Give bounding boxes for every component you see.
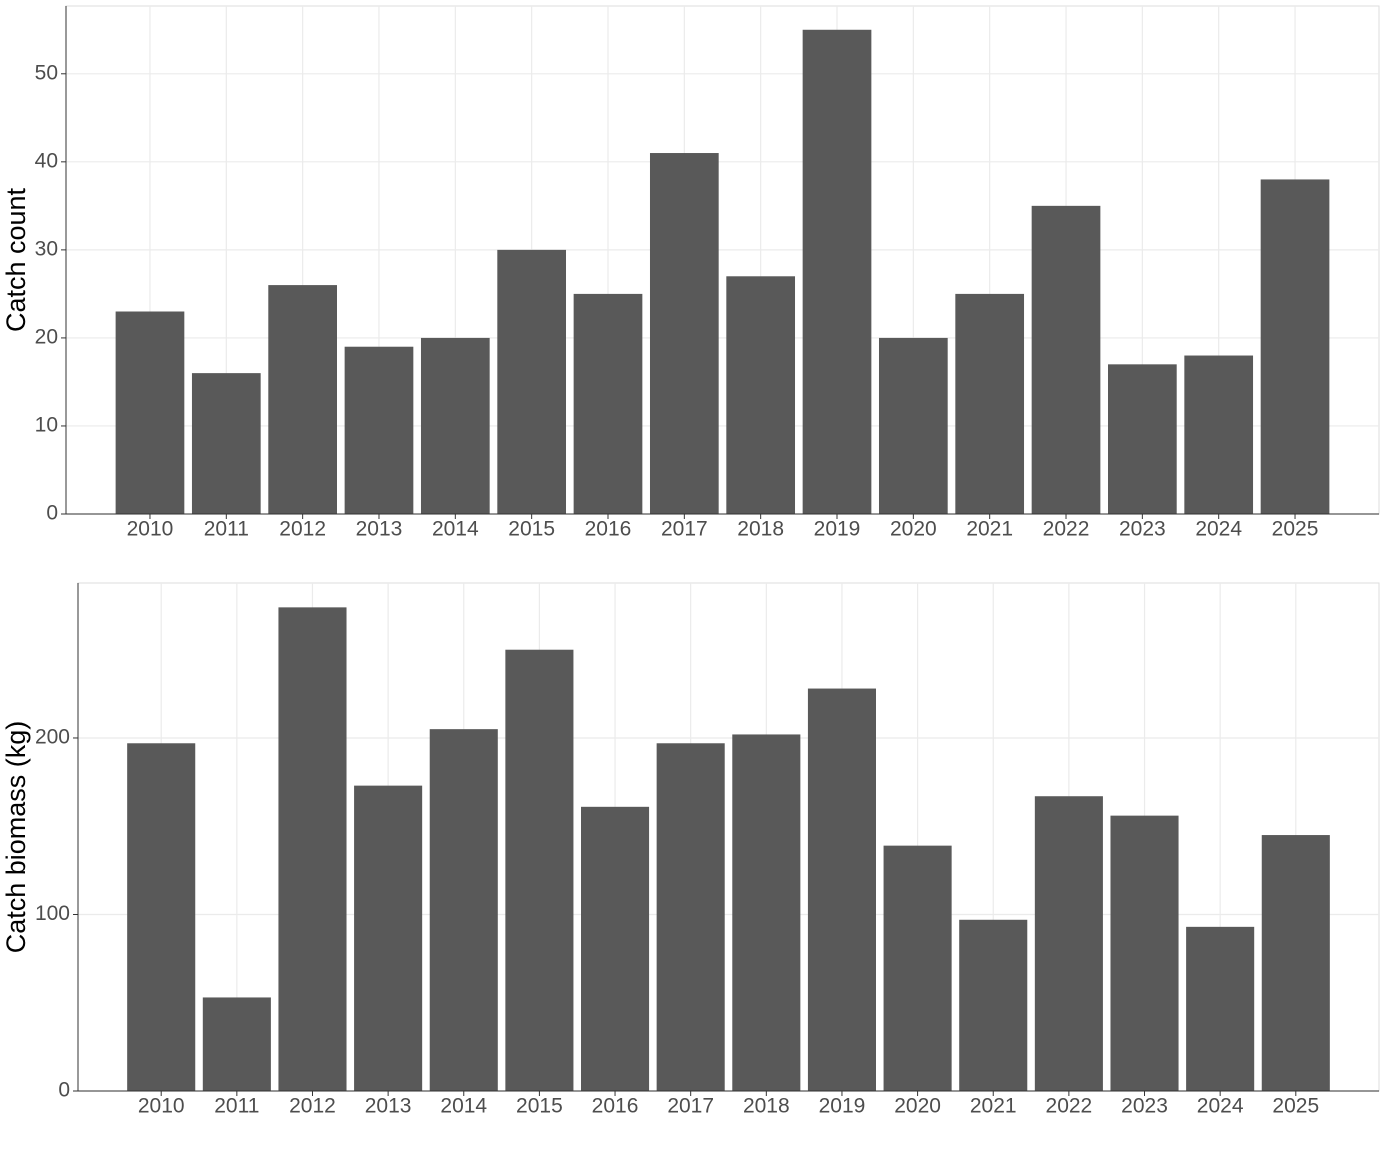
bar — [883, 845, 952, 1091]
bar — [344, 346, 414, 514]
x-tick-label: 2015 — [516, 1095, 563, 1118]
x-tick-label: 2019 — [819, 1095, 866, 1118]
x-tick-label: 2014 — [432, 518, 479, 541]
bar — [1261, 835, 1330, 1091]
x-tick-label: 2011 — [214, 1095, 259, 1118]
bar — [1110, 815, 1179, 1091]
x-tick-label: 2024 — [1197, 1095, 1244, 1118]
bar — [420, 337, 490, 514]
bar — [878, 337, 948, 514]
x-tick-label: 2022 — [1046, 1095, 1093, 1118]
bar — [802, 29, 872, 514]
bar — [1034, 796, 1103, 1091]
y-tick-label: 200 — [35, 726, 70, 749]
x-tick-label: 2012 — [279, 518, 326, 541]
bar — [726, 276, 796, 514]
x-tick-label: 2011 — [204, 518, 249, 541]
y-axis-title: Catch biomass (kg) — [1, 721, 31, 954]
bar — [127, 743, 196, 1091]
bar — [1108, 364, 1177, 514]
x-tick-label: 2016 — [585, 518, 632, 541]
bar — [497, 249, 567, 514]
x-tick-label: 2024 — [1195, 518, 1242, 541]
bar — [429, 729, 498, 1091]
x-tick-label: 2025 — [1272, 518, 1319, 541]
bar — [1260, 179, 1330, 514]
x-tick-label: 2013 — [365, 1095, 412, 1118]
bar — [268, 285, 337, 514]
x-tick-label: 2018 — [743, 1095, 790, 1118]
y-tick-label: 10 — [35, 414, 58, 437]
bar — [1031, 205, 1101, 514]
x-tick-label: 2010 — [127, 518, 174, 541]
x-tick-label: 2025 — [1272, 1095, 1319, 1118]
bar — [1186, 926, 1255, 1091]
bar — [959, 919, 1028, 1091]
y-axis-title: Catch count — [1, 187, 31, 332]
x-tick-label: 2019 — [814, 518, 861, 541]
y-tick-label: 30 — [35, 237, 58, 260]
bar — [732, 734, 801, 1091]
x-tick-label: 2021 — [966, 518, 1013, 541]
bar — [202, 997, 271, 1091]
x-tick-label: 2023 — [1121, 1095, 1168, 1118]
x-tick-label: 2018 — [737, 518, 784, 541]
bar — [955, 293, 1025, 514]
x-tick-label: 2016 — [592, 1095, 639, 1118]
x-tick-label: 2021 — [970, 1095, 1017, 1118]
x-tick-label: 2023 — [1119, 518, 1166, 541]
bar — [649, 153, 719, 514]
x-tick-label: 2020 — [890, 518, 937, 541]
bar — [505, 649, 574, 1091]
x-tick-label: 2022 — [1043, 518, 1090, 541]
bar — [807, 688, 876, 1091]
bar — [656, 743, 725, 1091]
y-tick-label: 50 — [35, 61, 58, 84]
y-tick-label: 40 — [35, 149, 58, 172]
bar — [115, 311, 185, 514]
panel-border — [65, 5, 1380, 515]
y-tick-label: 20 — [35, 325, 58, 348]
x-tick-label: 2010 — [138, 1095, 185, 1118]
y-tick-label: 0 — [46, 502, 58, 525]
panel-border — [77, 582, 1380, 1092]
y-tick-label: 100 — [35, 902, 70, 925]
x-tick-label: 2013 — [356, 518, 403, 541]
x-tick-label: 2017 — [667, 1095, 714, 1118]
bar — [581, 806, 650, 1091]
y-tick-label: 0 — [58, 1079, 70, 1102]
x-tick-label: 2020 — [894, 1095, 941, 1118]
x-tick-label: 2014 — [440, 1095, 487, 1118]
bar — [191, 373, 261, 514]
bar — [278, 607, 347, 1091]
bar — [1184, 355, 1254, 514]
x-tick-label: 2017 — [661, 518, 708, 541]
bar — [354, 785, 423, 1091]
x-tick-label: 2015 — [508, 518, 555, 541]
x-tick-label: 2012 — [289, 1095, 336, 1118]
bar — [573, 293, 643, 514]
